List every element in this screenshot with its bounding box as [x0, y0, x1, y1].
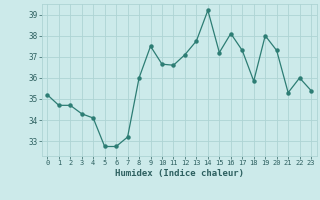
X-axis label: Humidex (Indice chaleur): Humidex (Indice chaleur): [115, 169, 244, 178]
